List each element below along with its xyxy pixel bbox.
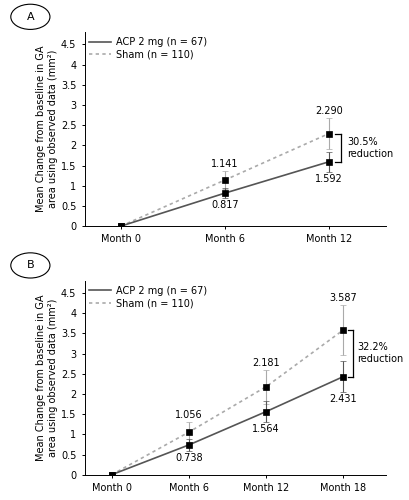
Text: 2.181: 2.181 <box>252 358 280 368</box>
Text: 0.738: 0.738 <box>175 453 203 463</box>
Text: 2.290: 2.290 <box>315 106 343 117</box>
Text: 1.564: 1.564 <box>252 424 280 434</box>
Text: 1.056: 1.056 <box>175 410 203 420</box>
Text: 2.431: 2.431 <box>330 394 357 404</box>
Text: 1.592: 1.592 <box>315 174 343 184</box>
Y-axis label: Mean Change from baseline in GA
area using observed data (mm²): Mean Change from baseline in GA area usi… <box>36 294 58 461</box>
Text: 30.5%
reduction: 30.5% reduction <box>347 137 394 158</box>
Text: 32.2%
reduction: 32.2% reduction <box>357 342 404 364</box>
Y-axis label: Mean Change from baseline in GA
area using observed data (mm²): Mean Change from baseline in GA area usi… <box>36 46 58 212</box>
Legend: ACP 2 mg (n = 67), Sham (n = 110): ACP 2 mg (n = 67), Sham (n = 110) <box>88 284 209 310</box>
Text: 3.587: 3.587 <box>330 293 357 303</box>
Text: A: A <box>27 12 34 22</box>
Legend: ACP 2 mg (n = 67), Sham (n = 110): ACP 2 mg (n = 67), Sham (n = 110) <box>88 35 209 62</box>
Text: 1.141: 1.141 <box>211 159 238 169</box>
Text: 0.817: 0.817 <box>211 200 239 210</box>
Text: B: B <box>27 260 34 270</box>
